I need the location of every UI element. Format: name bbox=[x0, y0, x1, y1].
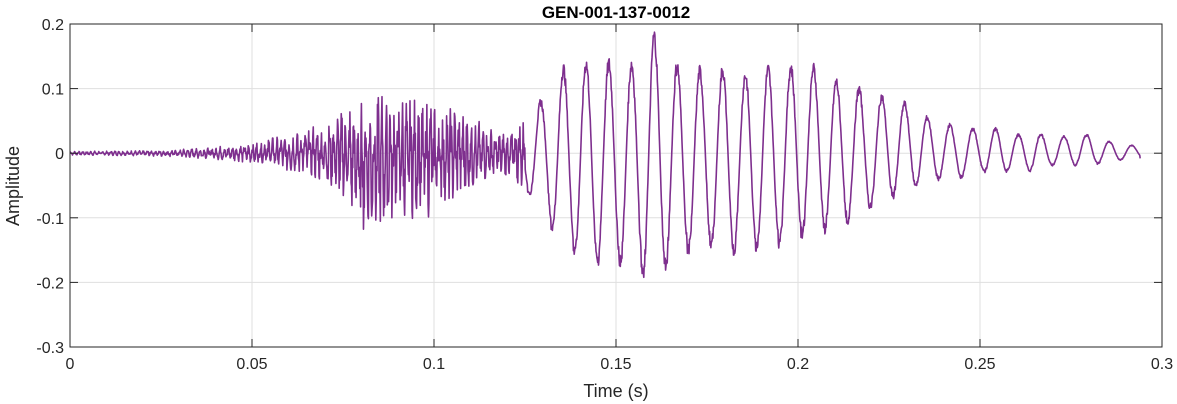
x-tick-label: 0.1 bbox=[423, 356, 445, 373]
series-layer bbox=[70, 31, 1141, 279]
y-axis-label: Amplitude bbox=[3, 146, 23, 226]
y-tick-label: -0.3 bbox=[36, 340, 64, 357]
y-tick-label: -0.1 bbox=[36, 211, 64, 228]
chart-title: GEN-001-137-0012 bbox=[542, 3, 690, 22]
y-tick-label: 0.1 bbox=[42, 82, 64, 99]
x-tick-label: 0 bbox=[66, 356, 75, 373]
x-axis-label: Time (s) bbox=[583, 381, 648, 401]
x-tick-label: 0.2 bbox=[787, 356, 809, 373]
x-tick-label: 0.25 bbox=[964, 356, 995, 373]
y-tick-label: -0.2 bbox=[36, 275, 64, 292]
series-line bbox=[70, 31, 1141, 279]
x-axis: 0 0.05 0.1 0.15 0.2 0.25 0.3 bbox=[66, 24, 1173, 373]
x-tick-label: 0.15 bbox=[600, 356, 631, 373]
y-tick-label: 0.2 bbox=[42, 17, 64, 34]
y-tick-label: 0 bbox=[55, 146, 64, 163]
x-tick-label: 0.3 bbox=[1151, 356, 1173, 373]
x-tick-label: 0.05 bbox=[236, 356, 267, 373]
y-axis: -0.3 -0.2 -0.1 0 0.1 0.2 bbox=[36, 17, 1162, 357]
